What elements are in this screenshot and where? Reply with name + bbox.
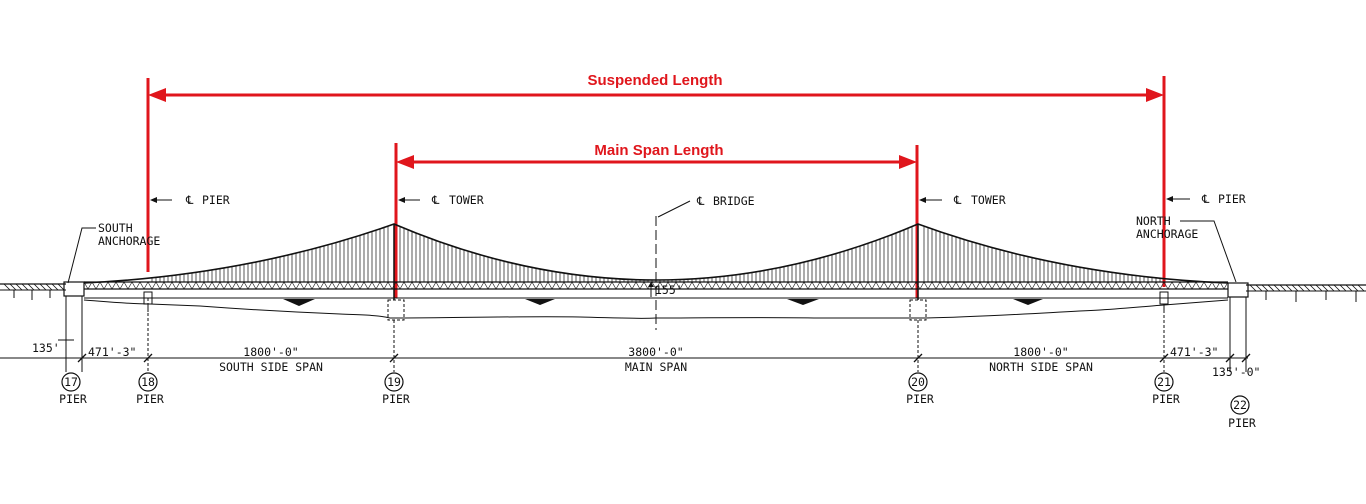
centerline-symbol: ℄ xyxy=(185,193,194,207)
pier-label: PIER xyxy=(1152,392,1180,406)
span-17-dimension: 135' xyxy=(32,341,60,355)
red-dimension-lines: Suspended Length Main Span Length xyxy=(146,72,1166,298)
pier-19-marker: 19 PIER xyxy=(382,372,410,406)
bridge-structure: 155' xyxy=(0,216,1366,355)
south-pier-callout: PIER xyxy=(202,193,230,207)
main-span-value: 3800'-0" xyxy=(628,345,683,359)
pier-markers: 17 PIER 18 PIER 19 PIER 20 PIER 21 PIER … xyxy=(59,372,1256,430)
arrowhead-left xyxy=(148,88,166,102)
centerline-callouts: ℄ PIER ℄ TOWER ℄ BRIDGE ℄ TOWER ℄ PIER S… xyxy=(67,192,1246,284)
leader-line xyxy=(67,227,96,284)
north-anchorage-block xyxy=(1227,282,1249,298)
north-approach-viaduct xyxy=(1246,284,1366,302)
suspender-cables xyxy=(151,226,1161,282)
pier-number: 17 xyxy=(64,375,78,389)
south-tower xyxy=(387,224,405,321)
north-side-span-name: NORTH SIDE SPAN xyxy=(989,360,1093,374)
pier-18-marker: 18 PIER xyxy=(136,372,164,406)
pier-number: 21 xyxy=(1157,375,1171,389)
pier-label: PIER xyxy=(906,392,934,406)
north-anchorage-label: NORTH xyxy=(1136,214,1171,228)
centerline-symbol: ℄ xyxy=(1201,192,1210,206)
arrowhead-left xyxy=(396,155,414,169)
pier-21-marker: 21 PIER xyxy=(1152,372,1180,406)
pier-label: PIER xyxy=(382,392,410,406)
bridge-centerline-callout: BRIDGE xyxy=(713,194,755,208)
south-anchorage-label: ANCHORAGE xyxy=(98,234,160,248)
north-tower xyxy=(909,224,927,321)
pier-number: 19 xyxy=(387,375,401,389)
north-side-span-value: 1800'-0" xyxy=(1013,345,1068,359)
water-level-markers xyxy=(283,299,1043,306)
centerline-symbol: ℄ xyxy=(696,194,705,208)
span-21-dimension: 471'-3" xyxy=(1170,345,1218,359)
clearance-arrow xyxy=(648,282,654,287)
south-tower-callout: TOWER xyxy=(449,193,484,207)
span-18-dimension: 471'-3" xyxy=(88,345,136,359)
leader-line xyxy=(657,200,691,218)
dimension-ticks xyxy=(77,353,1251,363)
pier-label: PIER xyxy=(59,392,87,406)
leader-arrow xyxy=(150,197,157,203)
span-22-dimension: 135'-0" xyxy=(1212,365,1260,379)
span-dimensions: 135' 471'-3" 1800'-0" SOUTH SIDE SPAN 38… xyxy=(0,298,1260,379)
leader-arrow xyxy=(398,197,405,203)
north-pier-callout: PIER xyxy=(1218,192,1246,206)
arrowhead-right xyxy=(1146,88,1164,102)
centerline-symbol: ℄ xyxy=(953,193,962,207)
north-tower-callout: TOWER xyxy=(971,193,1006,207)
pier-20-marker: 20 PIER xyxy=(906,372,934,406)
pier-number: 22 xyxy=(1233,398,1247,412)
suspended-length-label: Suspended Length xyxy=(588,72,723,89)
south-side-span-value: 1800'-0" xyxy=(243,345,298,359)
pier-number: 18 xyxy=(141,375,155,389)
pier-label: PIER xyxy=(1228,416,1256,430)
leader-line xyxy=(1180,220,1237,283)
pier-21-structure xyxy=(1159,291,1169,312)
south-approach-viaduct xyxy=(0,283,66,300)
leader-arrow xyxy=(919,197,926,203)
north-anchorage-label: ANCHORAGE xyxy=(1136,227,1198,241)
arrowhead-right xyxy=(899,155,917,169)
pier-number: 20 xyxy=(911,375,925,389)
leader-arrow xyxy=(1166,196,1173,202)
centerline-symbol: ℄ xyxy=(431,193,440,207)
south-anchorage-block xyxy=(63,281,85,297)
pier-label: PIER xyxy=(136,392,164,406)
south-anchorage-label: SOUTH xyxy=(98,221,133,235)
clearance-label: 155' xyxy=(655,283,683,297)
main-span-name: MAIN SPAN xyxy=(625,360,687,374)
pier-17-marker: 17 PIER xyxy=(59,372,87,406)
pier-22-marker: 22 PIER xyxy=(1228,395,1256,430)
south-side-span-name: SOUTH SIDE SPAN xyxy=(219,360,323,374)
ground-profile xyxy=(83,299,1229,319)
main-span-length-label: Main Span Length xyxy=(594,142,723,159)
